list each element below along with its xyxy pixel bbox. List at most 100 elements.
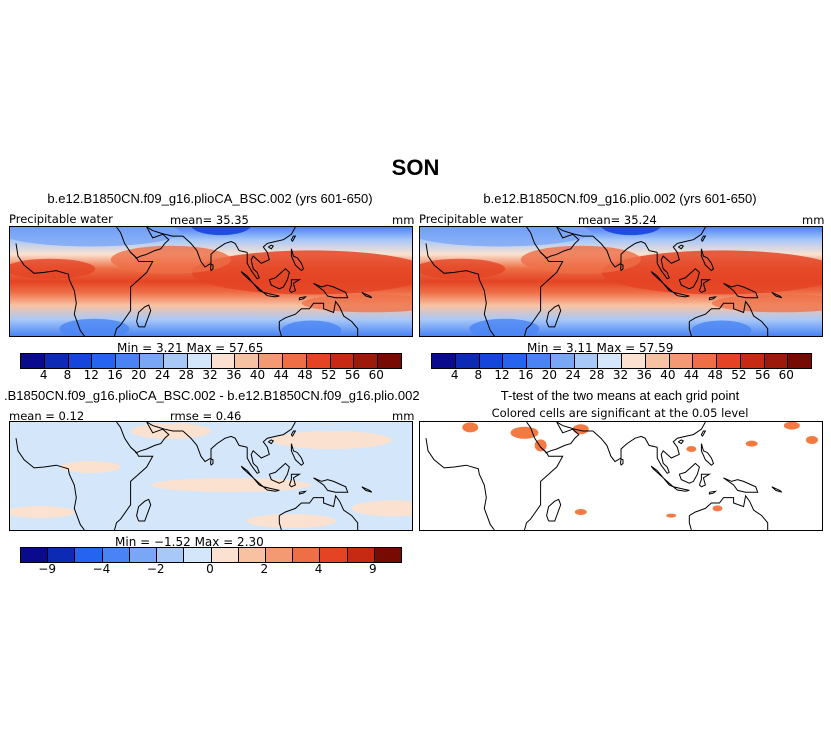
rmse-label-bottom-left: rmse = 0.46 xyxy=(170,409,242,423)
colorbar-swatch xyxy=(717,354,741,368)
coastline xyxy=(298,296,307,301)
coastlines xyxy=(425,422,783,530)
colorbar-swatch xyxy=(347,548,375,562)
coastline xyxy=(708,296,717,301)
colorbar-ticks-top-right: 4 8 12 16 20 24 28 32 36 40 44 48 52 56 60 xyxy=(431,368,810,384)
colorbar-swatch xyxy=(378,354,401,368)
coastline xyxy=(678,462,700,484)
positive-anomaly xyxy=(246,514,337,528)
colorbar-bottom-left xyxy=(20,547,402,563)
colorbar-swatch xyxy=(282,354,307,368)
colorbar-tick-label: 56 xyxy=(344,368,361,382)
colorbar-tick-label: 2 xyxy=(260,562,269,576)
significant-cell xyxy=(666,513,677,518)
coastline xyxy=(689,494,769,530)
coastline xyxy=(771,291,783,299)
coastline xyxy=(678,439,685,445)
panel-title-bottom-right: T-test of the two means at each grid poi… xyxy=(500,388,740,403)
panel-title-top-right: b.e12.B1850CN.f09_g16.plio.002 (yrs 601-… xyxy=(483,191,757,206)
colorbar-swatch xyxy=(354,354,379,368)
colorbar-tick-label: −4 xyxy=(92,562,111,576)
coastline xyxy=(279,494,359,530)
colorbar-tick-label: 28 xyxy=(178,368,194,382)
colorbar-swatch xyxy=(788,354,811,368)
australia-dry xyxy=(691,320,752,336)
colorbar-swatch xyxy=(75,548,103,562)
colorbar-tick-label: 48 xyxy=(297,368,313,382)
map-panel-bottom-left xyxy=(9,421,413,531)
colorbar-swatch xyxy=(740,354,765,368)
minmax-label-bottom-left: Min = −1.52 Max = 2.30 xyxy=(115,535,264,549)
colorbar-swatch xyxy=(129,548,158,562)
colorbar-top-left xyxy=(20,353,402,369)
colorbar-tick-label: 56 xyxy=(754,368,771,382)
colorbar-tick-label: 4 xyxy=(314,562,323,576)
coastline xyxy=(678,268,700,290)
colorbar-tick-label: −9 xyxy=(38,562,56,576)
colorbar-swatch xyxy=(140,354,164,368)
significant-cell xyxy=(686,446,697,452)
coastline xyxy=(268,439,275,445)
variable-label-top-right: Precipitable water xyxy=(419,212,523,226)
colorbar-swatch xyxy=(21,354,45,368)
coastline xyxy=(556,422,593,432)
coastline xyxy=(700,430,707,437)
precipitable-water-map xyxy=(10,227,412,336)
colorbar-tick-label: 36 xyxy=(226,368,242,382)
coastline xyxy=(279,300,359,336)
colorbar-swatch xyxy=(455,354,480,368)
coastline xyxy=(290,443,305,466)
coastline xyxy=(146,422,183,432)
colorbar-tick-label: 4 xyxy=(39,368,48,382)
precipitable-water-field xyxy=(420,227,822,336)
coastline xyxy=(136,422,170,454)
colorbar-tick-label: 4 xyxy=(450,368,459,382)
colorbar-swatch xyxy=(527,354,551,368)
colorbar-swatch xyxy=(157,548,185,562)
colorbar-swatch xyxy=(265,548,294,562)
coastline xyxy=(15,243,85,336)
coastline xyxy=(524,422,564,530)
coastline xyxy=(290,248,305,272)
colorbar-swatch xyxy=(669,354,694,368)
colorbar-tick-label: 44 xyxy=(273,368,289,382)
colorbar-tick-label: 36 xyxy=(636,368,652,382)
spcz xyxy=(301,294,412,313)
colorbar-tick-label: 60 xyxy=(778,368,794,382)
units-label-bottom-left: mm xyxy=(392,409,415,423)
coastline xyxy=(136,227,170,259)
sahara-dry xyxy=(10,227,181,247)
coastline xyxy=(268,462,290,484)
colorbar-swatch xyxy=(259,354,283,368)
coastline xyxy=(656,227,706,280)
coastline xyxy=(288,279,302,293)
colorbar-tick-label: 32 xyxy=(612,368,629,382)
coastline xyxy=(288,473,302,488)
colorbar-tick-label: 32 xyxy=(202,368,218,382)
coastline xyxy=(262,486,280,492)
coastline xyxy=(546,304,562,328)
colorbar-swatch xyxy=(44,354,69,368)
significant-cell xyxy=(805,436,818,444)
warm-pool xyxy=(191,250,412,295)
colorbar-ticks-top-left: 4 8 12 16 20 24 28 32 36 40 44 48 52 56 60 xyxy=(20,368,400,384)
coastline xyxy=(556,227,593,237)
colorbar-top-right xyxy=(431,353,812,369)
coastline xyxy=(240,271,264,293)
significant-cell xyxy=(783,422,800,430)
panel-title-bottom-left: .B1850CN.f09_g16.plioCA_BSC.002 - b.e12.… xyxy=(4,388,420,403)
difference-map xyxy=(10,422,412,530)
colorbar-swatch xyxy=(68,354,93,368)
coastline xyxy=(620,458,624,466)
colorbar-tick-label: 24 xyxy=(565,368,581,382)
kalahari-dry xyxy=(59,318,130,336)
coastline xyxy=(698,473,712,488)
coastlines xyxy=(425,227,783,336)
coastline xyxy=(546,498,562,522)
coastline xyxy=(546,227,580,259)
colorbar-tick-label: 8 xyxy=(63,368,72,382)
significant-cell xyxy=(712,505,723,512)
colorbar-tick-label: 52 xyxy=(321,368,337,382)
mean-label-bottom-left: mean = 0.12 xyxy=(9,409,85,423)
colorbar-swatch xyxy=(184,548,212,562)
